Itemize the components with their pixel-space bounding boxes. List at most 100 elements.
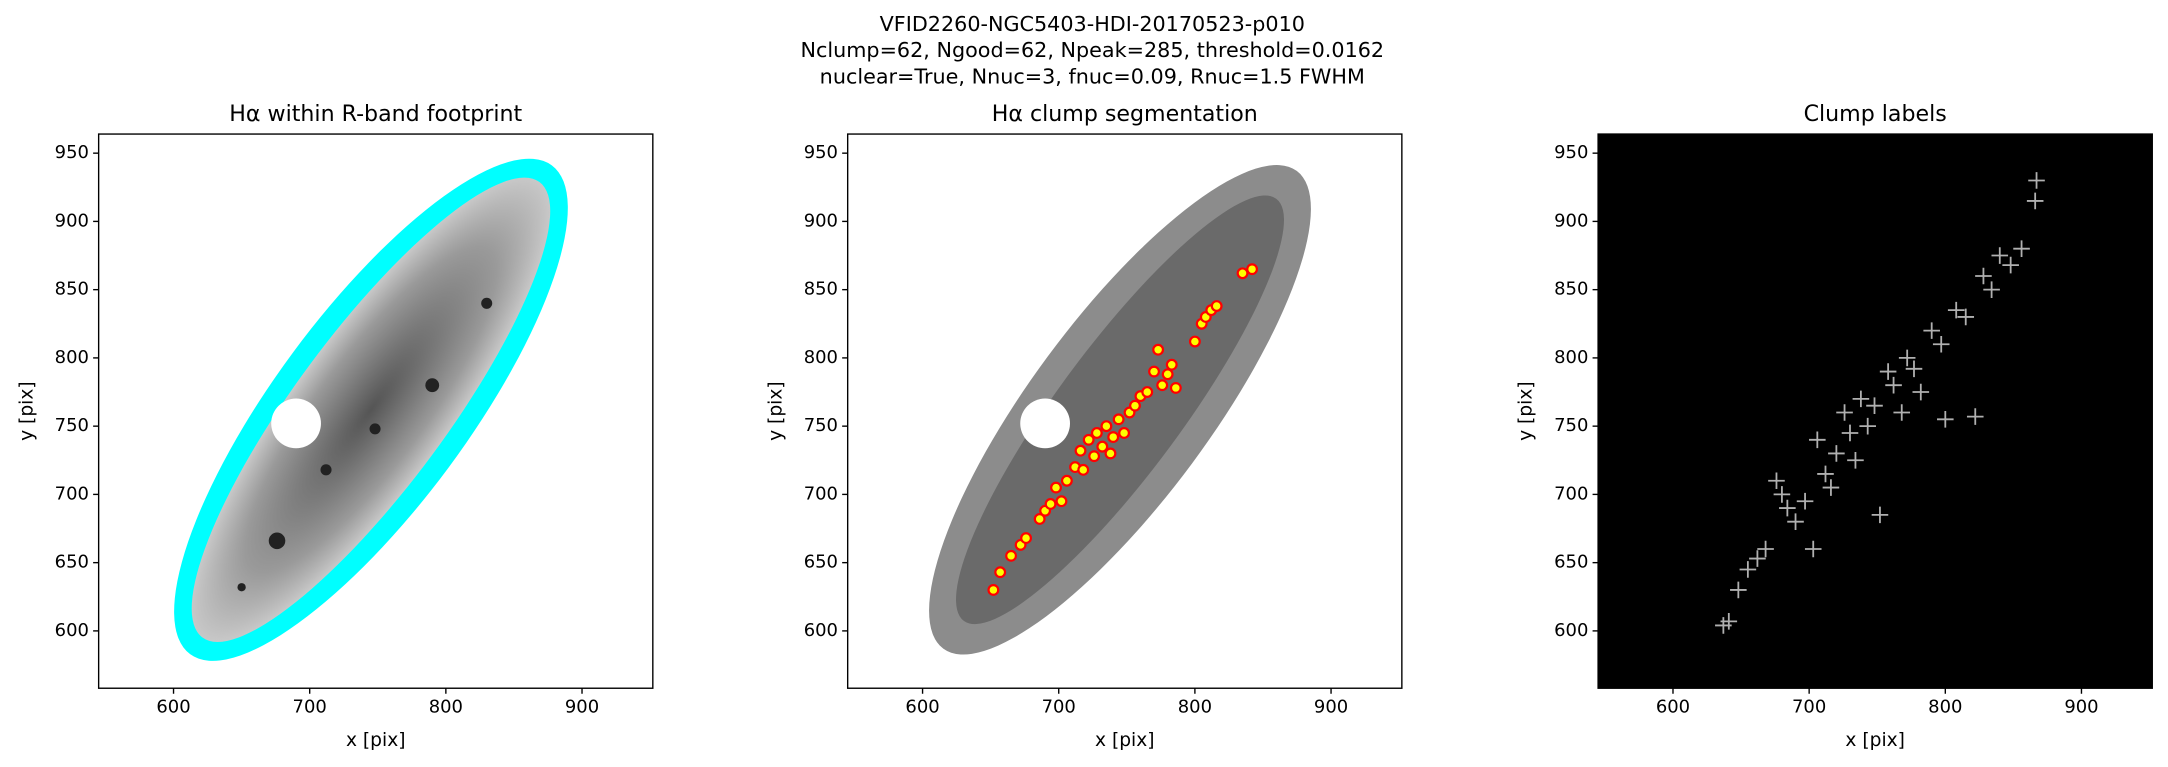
x-tick-label: 800 xyxy=(1178,697,1212,718)
x-tick-label: 700 xyxy=(1042,697,1076,718)
peak-cross xyxy=(2002,256,2019,274)
x-tick-label: 900 xyxy=(2064,697,2098,718)
peak-cross xyxy=(1757,540,1774,558)
y-tick-label: 750 xyxy=(804,415,838,436)
y-tick-label: 700 xyxy=(55,483,89,504)
y-tick-label: 700 xyxy=(1554,483,1588,504)
clump xyxy=(1077,463,1090,476)
peak-cross xyxy=(1966,408,1984,425)
clump xyxy=(1090,427,1103,439)
peak-cross xyxy=(1957,308,1975,326)
image xyxy=(1598,134,2153,689)
peak-cross xyxy=(1804,540,1822,558)
suptitle: nuclear=True, Nnuc=3, fnuc=0.09, Rnuc=1.… xyxy=(820,64,1365,88)
x-tick-label: 800 xyxy=(1928,697,1962,718)
x-axis-label: x [pix] xyxy=(1095,730,1155,751)
dark-knot xyxy=(481,297,493,309)
y-tick-label: 600 xyxy=(55,620,89,641)
clump xyxy=(994,566,1007,579)
panel-title: Clump labels xyxy=(1804,101,1947,127)
y-axis-label: y [pix] xyxy=(765,381,786,441)
clump xyxy=(1020,532,1032,545)
y-tick-label: 650 xyxy=(1554,552,1588,573)
x-axis-label: x [pix] xyxy=(1845,730,1905,751)
clump xyxy=(1246,263,1259,276)
peak-cross xyxy=(1773,486,1791,503)
galaxy xyxy=(191,177,551,642)
peak-cross xyxy=(2013,240,2030,258)
peak-cross xyxy=(1932,335,1950,353)
peak-cross xyxy=(1947,301,1965,319)
clump xyxy=(1088,450,1101,463)
mask-hole xyxy=(271,398,321,449)
peak-cross xyxy=(1866,397,1883,414)
peak-cross xyxy=(1852,390,1870,408)
x-tick-label: 600 xyxy=(156,697,190,718)
y-tick-label: 650 xyxy=(55,552,89,573)
y-tick-label: 800 xyxy=(55,347,89,368)
peak-cross xyxy=(2028,172,2045,189)
clump xyxy=(1165,358,1178,371)
dark-knot xyxy=(320,464,332,476)
x-tick-label: 900 xyxy=(565,697,599,718)
peak-cross xyxy=(2026,192,2044,210)
y-tick-label: 850 xyxy=(1554,279,1588,300)
y-tick-label: 750 xyxy=(55,415,89,436)
clump xyxy=(1161,368,1174,381)
y-tick-label: 800 xyxy=(1554,347,1588,368)
y-tick-label: 950 xyxy=(1554,142,1588,163)
axes-frame xyxy=(1597,133,2153,689)
clump xyxy=(1156,379,1169,392)
clump xyxy=(1148,365,1160,378)
clump xyxy=(1005,549,1018,562)
peak-cross xyxy=(1828,445,1845,462)
clump xyxy=(1044,498,1057,510)
clump xyxy=(987,584,1000,596)
peak-cross xyxy=(1796,492,1814,510)
peak-cross xyxy=(1983,281,2000,298)
panel: 600 700 800 900 600 650 700 750 800 850 900 950 Hα c… xyxy=(765,101,1403,751)
y-tick-label: 600 xyxy=(804,620,838,641)
panel-title: Hα clump segmentation xyxy=(992,101,1258,127)
dark-knot xyxy=(369,423,381,435)
clump xyxy=(1118,427,1131,439)
x-tick-label: 900 xyxy=(1314,697,1348,718)
y-tick-label: 700 xyxy=(804,483,838,504)
y-tick-label: 900 xyxy=(1554,210,1588,231)
peak-cross xyxy=(1779,499,1796,517)
peak-cross xyxy=(1871,506,1889,524)
axes-frame xyxy=(97,133,654,689)
clump xyxy=(1129,399,1141,412)
y-tick-label: 750 xyxy=(1554,415,1588,436)
x-tick-label: 700 xyxy=(1792,697,1826,718)
peak-cross xyxy=(1822,479,1840,496)
image xyxy=(174,158,568,661)
x-tick-label: 600 xyxy=(1656,697,1690,718)
peak-cross xyxy=(1768,472,1785,490)
y-axis-label: y [pix] xyxy=(1516,381,1537,441)
peak-cross xyxy=(1898,349,1916,367)
peak-cross xyxy=(1991,247,2009,264)
clump xyxy=(1112,413,1125,426)
dark-knot xyxy=(237,583,246,592)
peak-cross xyxy=(1905,360,1923,378)
galaxy-core xyxy=(956,195,1284,625)
clump xyxy=(1169,381,1182,394)
x-tick-label: 800 xyxy=(429,697,463,718)
peak-cross xyxy=(1847,451,1864,469)
peak-cross xyxy=(1879,363,1897,380)
y-tick-label: 950 xyxy=(804,142,838,163)
panel-title: Hα within R-band footprint xyxy=(229,101,522,127)
axes-frame xyxy=(846,133,1403,689)
y-tick-label: 850 xyxy=(55,279,89,300)
peak-cross xyxy=(1730,581,1747,599)
peak-cross xyxy=(1739,561,1757,578)
clump xyxy=(1055,495,1068,508)
peak-cross xyxy=(1817,465,1834,483)
y-tick-label: 600 xyxy=(1554,620,1588,641)
y-tick-label: 850 xyxy=(804,279,838,300)
clump xyxy=(1107,431,1120,444)
clump xyxy=(1104,447,1117,460)
clump xyxy=(1060,474,1073,487)
